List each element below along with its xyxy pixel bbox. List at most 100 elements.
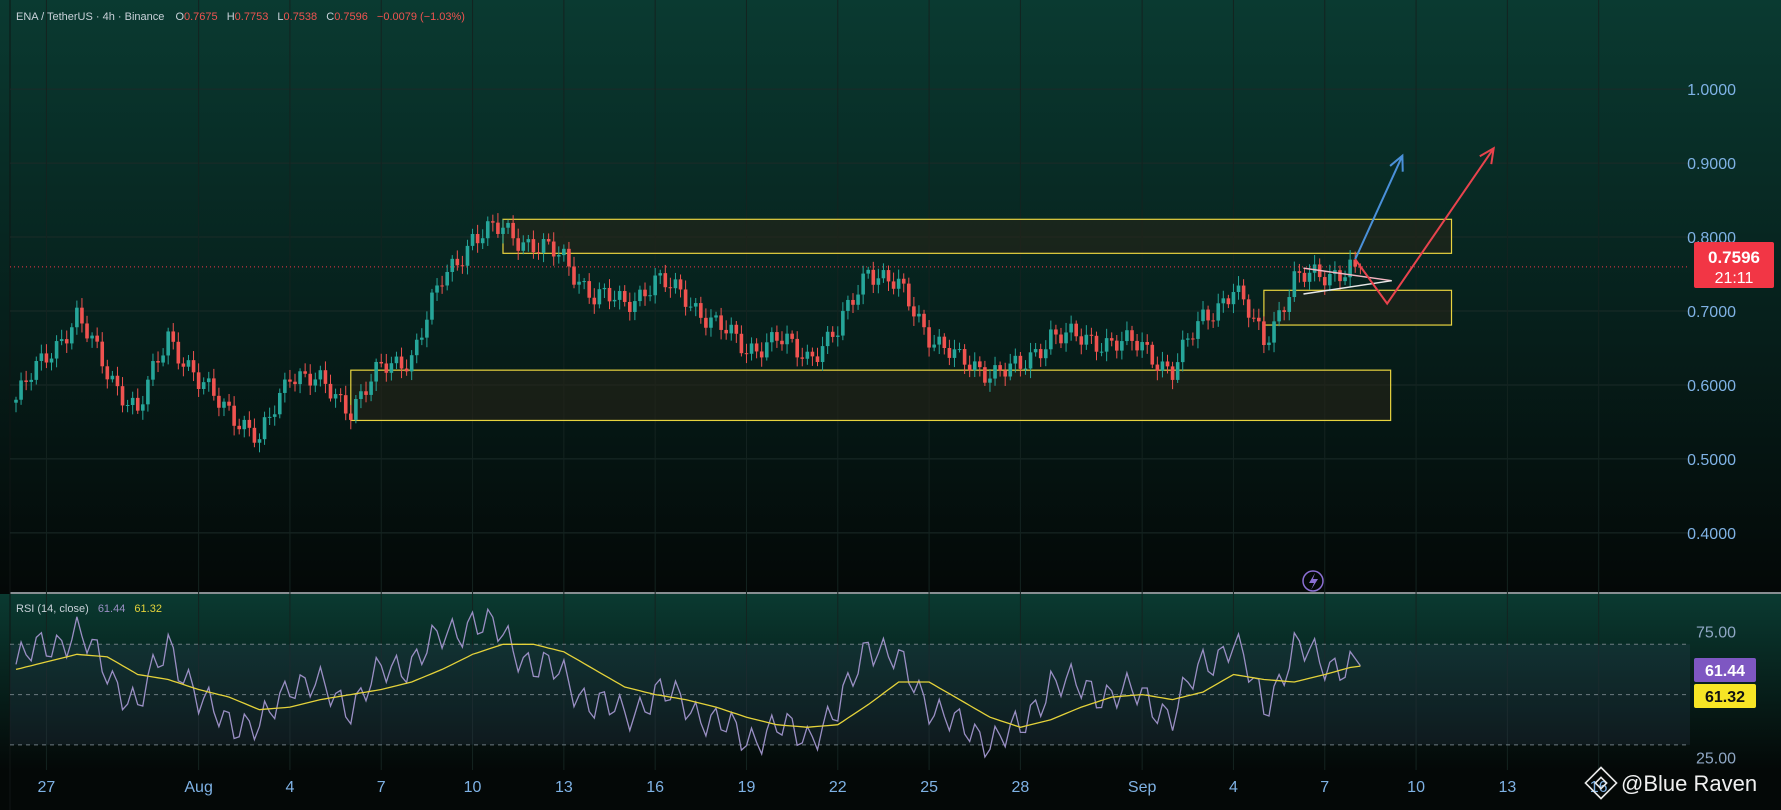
candle — [181, 363, 186, 367]
candle — [663, 273, 668, 288]
candle — [602, 287, 607, 290]
price-badge-value: 0.7596 — [1708, 248, 1760, 267]
x-tick-label: 27 — [38, 779, 56, 796]
candle — [141, 404, 145, 411]
candle — [587, 281, 592, 298]
candle — [232, 405, 236, 426]
candle — [1099, 351, 1104, 353]
candle — [1307, 272, 1312, 282]
x-tick-label: 22 — [829, 779, 847, 796]
candle — [277, 392, 282, 415]
y-tick-label: 0.4000 — [1687, 526, 1736, 543]
candle — [1262, 321, 1266, 346]
price-badge-countdown: 21:11 — [1715, 270, 1754, 287]
candle — [1023, 368, 1028, 370]
candle — [856, 294, 860, 305]
candle — [947, 348, 952, 358]
candle — [572, 266, 576, 285]
y-tick-label: 0.5000 — [1687, 452, 1736, 469]
candle — [983, 367, 987, 383]
candle — [744, 353, 749, 355]
y-tick-label: 1.0000 — [1687, 82, 1736, 99]
candle — [379, 361, 384, 364]
price-pane — [0, 0, 1781, 592]
candle — [399, 356, 404, 369]
candle — [775, 332, 779, 341]
candle — [105, 366, 110, 380]
candle — [1089, 334, 1094, 336]
candle — [359, 391, 363, 400]
rsi-badge-value: 61.44 — [1705, 663, 1745, 680]
candle — [80, 307, 84, 324]
candle — [1221, 298, 1226, 304]
candle — [1175, 362, 1180, 380]
legend-high-label: H — [227, 11, 235, 23]
candle — [830, 331, 835, 337]
candle — [409, 355, 414, 372]
candle — [115, 375, 120, 387]
candle — [237, 425, 241, 430]
candle — [1196, 321, 1200, 339]
candle — [95, 335, 99, 342]
candle — [14, 399, 18, 403]
legend-symbol: ENA / TetherUS · 4h · Binance — [16, 11, 164, 23]
candle — [678, 279, 683, 290]
candle — [673, 279, 678, 289]
candle — [704, 317, 708, 328]
candle — [1038, 349, 1043, 359]
y-tick-label: 0.6000 — [1687, 378, 1736, 395]
candle — [562, 248, 566, 256]
candle — [75, 307, 79, 328]
candle — [212, 378, 216, 396]
candle — [688, 306, 693, 308]
candle — [404, 368, 409, 372]
candle — [262, 417, 267, 440]
candle — [790, 333, 794, 339]
candle — [1206, 309, 1210, 321]
x-tick-label: 16 — [646, 779, 664, 796]
x-tick-label: Aug — [184, 779, 212, 796]
candle — [34, 360, 39, 380]
candle — [567, 248, 571, 267]
candle — [293, 381, 297, 385]
candle — [978, 361, 982, 368]
candle — [100, 341, 105, 367]
candle — [841, 310, 845, 336]
legend-open-value: 0.7675 — [184, 11, 218, 23]
candle — [1074, 323, 1078, 337]
candle — [1343, 277, 1347, 282]
candle — [470, 233, 475, 246]
lightning-icon[interactable] — [1302, 570, 1324, 592]
candle — [871, 269, 876, 285]
candle — [1013, 355, 1018, 364]
rsi-line — [15, 607, 1361, 759]
candle — [861, 273, 865, 295]
x-tick-label: 7 — [377, 779, 386, 796]
candle — [252, 427, 257, 443]
candle — [693, 303, 698, 307]
candle — [354, 399, 358, 420]
candle — [886, 270, 891, 282]
candle — [1125, 330, 1129, 342]
supply-demand-zone — [502, 218, 1453, 254]
candle — [308, 373, 313, 386]
candle — [420, 337, 424, 340]
candle — [1328, 273, 1332, 286]
candle — [1033, 349, 1038, 353]
candle — [993, 365, 997, 379]
candle — [24, 380, 28, 382]
candle — [217, 395, 221, 408]
candle — [1079, 336, 1084, 345]
candle — [384, 363, 389, 373]
candle — [1114, 340, 1119, 351]
candle — [617, 291, 622, 300]
candle — [267, 416, 272, 418]
x-tick-label: 28 — [1012, 779, 1030, 796]
candle — [622, 291, 627, 302]
candle — [962, 349, 967, 365]
candle — [110, 375, 115, 380]
x-tick-label: 4 — [285, 779, 294, 796]
candle — [785, 333, 789, 345]
candle — [1287, 297, 1292, 312]
